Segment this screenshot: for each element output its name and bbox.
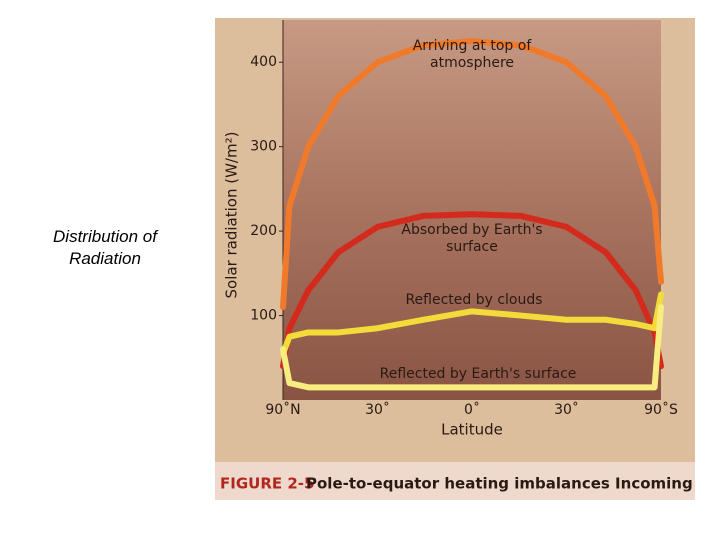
caption-strip bbox=[215, 462, 695, 500]
x-tick-label: 30˚ bbox=[365, 401, 390, 418]
plot-area bbox=[283, 20, 661, 400]
y-axis-label: Solar radiation (W/m²) bbox=[223, 132, 241, 299]
series-line bbox=[280, 304, 664, 391]
series-line bbox=[280, 291, 664, 357]
series-line bbox=[280, 38, 664, 311]
series-label: Reflected by Earth's surface bbox=[379, 366, 577, 382]
x-tick-label: 30˚ bbox=[554, 401, 579, 418]
series-label: Arriving at top of atmosphere bbox=[412, 38, 532, 71]
x-tick-label: 0˚ bbox=[464, 401, 480, 418]
y-tick-label: 200 bbox=[250, 223, 277, 239]
series-label: Reflected by clouds bbox=[405, 292, 543, 308]
series-line bbox=[280, 211, 664, 370]
series-label: Absorbed by Earth's surface bbox=[401, 222, 543, 255]
caption: Pole-to-equator heating imbalances Incom… bbox=[306, 475, 693, 493]
x-axis-label: Latitude bbox=[441, 421, 503, 439]
caption-label: FIGURE 2-5 bbox=[220, 475, 314, 493]
y-tick-label: 100 bbox=[250, 308, 277, 324]
y-tick-label: 400 bbox=[250, 54, 277, 70]
slide-text: Distribution of Radiation bbox=[53, 227, 157, 268]
x-tick-label: 90˚S bbox=[644, 401, 678, 418]
y-tick-label: 300 bbox=[250, 139, 277, 155]
x-tick-label: 90˚N bbox=[265, 401, 300, 418]
